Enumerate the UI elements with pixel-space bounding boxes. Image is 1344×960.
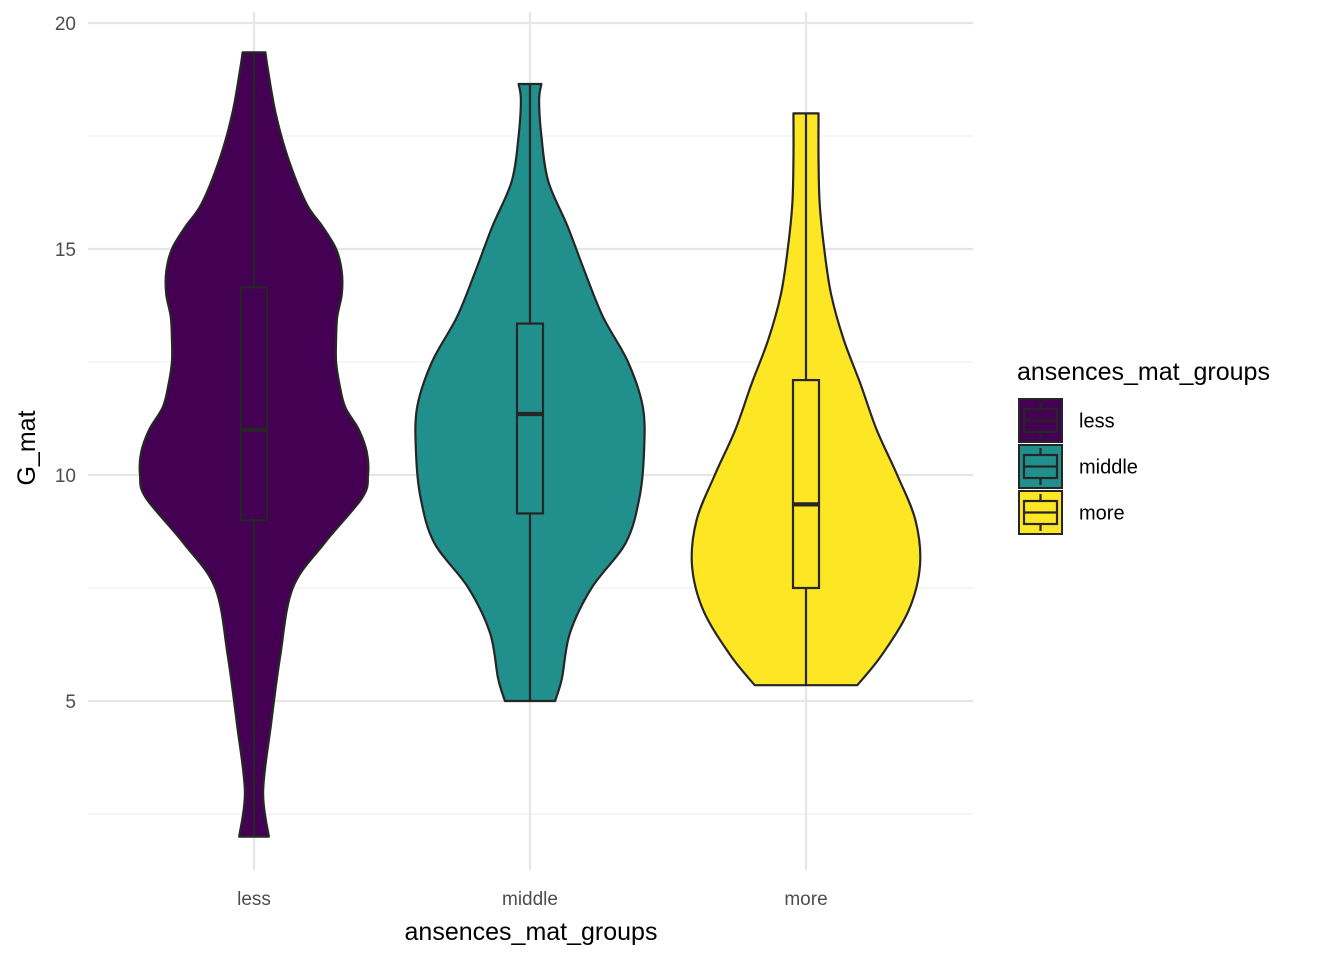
y-tick-label: 15: [55, 240, 76, 261]
box-middle: [515, 322, 545, 515]
legend-title: ansences_mat_groups: [1017, 358, 1270, 386]
legend-item-more: more: [1018, 490, 1125, 535]
violin-group-more: [690, 112, 922, 687]
violin-group-middle: [414, 82, 646, 703]
legend: ansences_mat_groups less middle more: [1017, 358, 1270, 535]
legend-label: more: [1079, 503, 1125, 525]
legend-label: middle: [1079, 457, 1138, 479]
violin-group-less: [138, 51, 370, 838]
box-less: [239, 286, 269, 522]
legend-key: [1018, 444, 1063, 489]
x-tick-label: more: [784, 889, 827, 910]
x-axis-tick-labels: less middle more: [237, 889, 828, 910]
y-axis-tick-labels: 5 10 15 20: [55, 14, 76, 713]
y-axis-title: G_mat: [13, 410, 41, 485]
x-tick-label: middle: [502, 889, 558, 910]
legend-items: less middle more: [1018, 398, 1138, 535]
legend-item-less: less: [1018, 398, 1115, 443]
x-axis-title: ansences_mat_groups: [405, 918, 658, 946]
y-tick-label: 20: [55, 14, 76, 35]
legend-item-middle: middle: [1018, 444, 1138, 489]
legend-key: [1018, 398, 1063, 443]
legend-label: less: [1079, 411, 1115, 433]
y-tick-label: 10: [55, 466, 76, 487]
legend-key: [1018, 490, 1063, 535]
x-tick-label: less: [237, 889, 271, 910]
box-more: [791, 378, 821, 590]
violin-plot-area: [138, 51, 922, 838]
y-tick-label: 5: [65, 692, 76, 713]
